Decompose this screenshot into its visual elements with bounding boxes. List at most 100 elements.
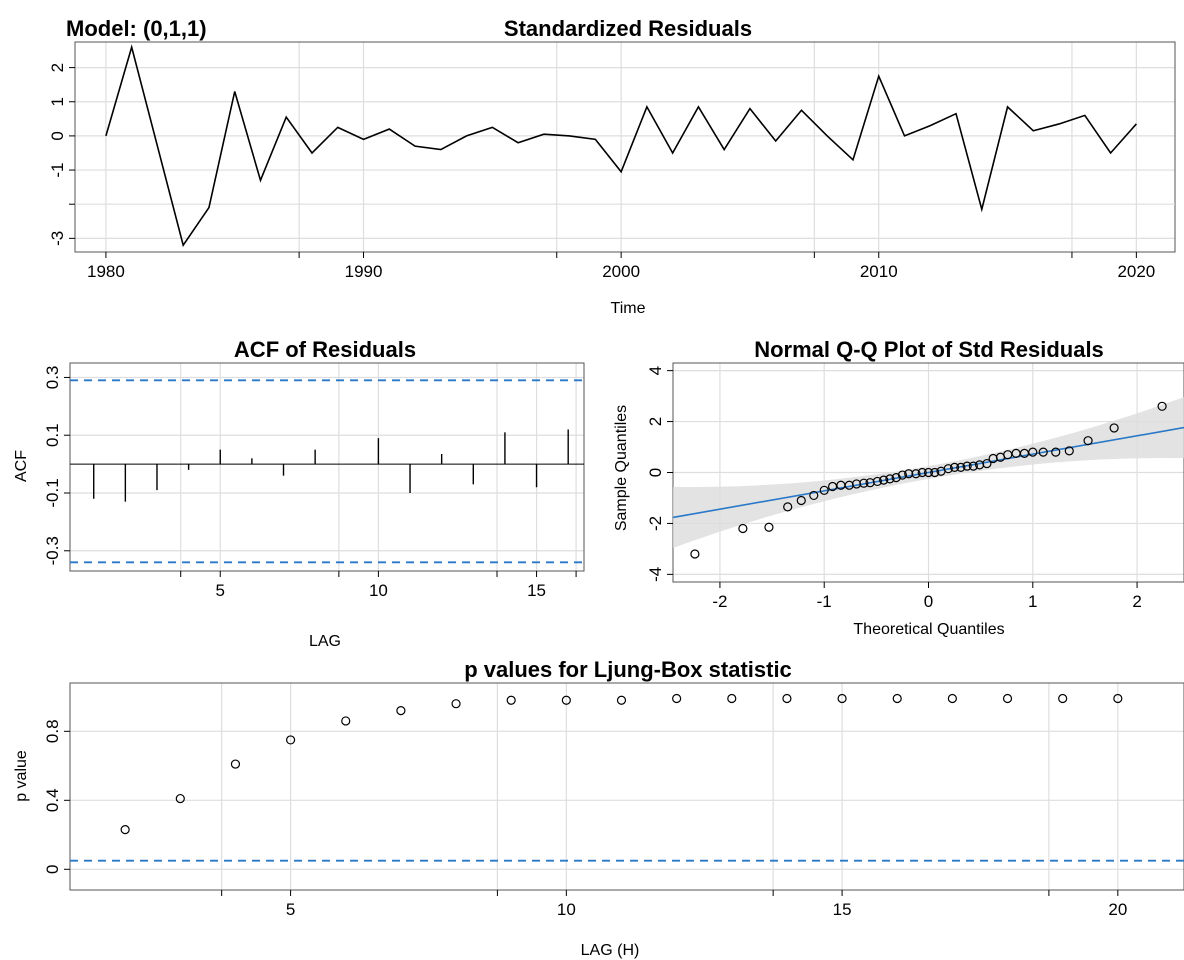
y-tick-label: -3 (48, 231, 67, 246)
ylabel-ljung-box: p value (13, 750, 30, 802)
p-value-point (837, 693, 847, 704)
qq-point (962, 461, 972, 471)
y-tick-label: 2 (646, 417, 665, 426)
ylabel-qq: Sample Quantiles (613, 405, 630, 531)
qq-reference-line (672, 426, 1184, 519)
p-value-point (1002, 693, 1013, 704)
qq-point (809, 490, 819, 501)
x-tick-label: -2 (712, 592, 727, 611)
y-tick-label: 2 (48, 63, 67, 72)
p-value-point (892, 693, 902, 704)
ylabel-acf: ACF (13, 450, 30, 482)
x-tick-label: 2000 (602, 262, 640, 281)
qq-point (859, 478, 869, 488)
qq-point (1051, 447, 1061, 457)
qq-point (949, 462, 960, 473)
y-tick-label: 0.8 (43, 719, 62, 743)
y-tick-label: -0.1 (43, 478, 62, 507)
plot-frame (69, 682, 1184, 891)
qq-point (1109, 423, 1119, 433)
x-tick-label: 1 (1028, 592, 1037, 611)
x-tick-label: 2020 (1117, 262, 1155, 281)
qq-point (819, 485, 829, 495)
y-tick-label: 0.4 (43, 788, 62, 812)
qq-point (923, 467, 934, 478)
qq-point (851, 479, 862, 489)
y-tick-label: 0.3 (43, 366, 62, 390)
xlabel-residuals: Time (611, 300, 646, 317)
p-value-point (782, 693, 792, 704)
qq-point (1157, 401, 1167, 411)
p-value-point (616, 695, 627, 705)
p-value-point (396, 705, 406, 716)
p-value-point (1113, 693, 1123, 704)
p-value-point (727, 693, 737, 704)
qq-point (911, 469, 921, 479)
p-value-point (947, 693, 957, 704)
qq-point (930, 467, 940, 478)
qq-point (872, 476, 883, 487)
model-label: Model: (0,1,1) (66, 16, 207, 41)
y-tick-label: -0.3 (43, 536, 62, 565)
p-value-point (230, 759, 241, 769)
title-ljung-box: p values for Ljung-Box statistic (464, 657, 792, 682)
qq-point (891, 472, 901, 483)
x-tick-label: 20 (1108, 900, 1127, 919)
x-tick-label: 0 (924, 592, 933, 611)
plot-frame (74, 41, 1176, 253)
qq-point (943, 464, 953, 474)
y-tick-label: 0.1 (43, 423, 62, 447)
y-tick-label: 1 (48, 97, 67, 106)
x-tick-label: 5 (286, 900, 295, 919)
qq-point (982, 458, 992, 469)
y-tick-label: 0 (43, 865, 62, 874)
p-value-point (285, 735, 296, 745)
xlabel-qq: Theoretical Quantiles (853, 621, 1004, 638)
qq-point (885, 474, 895, 484)
x-tick-label: 1990 (345, 262, 383, 281)
qq-point (1028, 447, 1038, 457)
x-tick-label: 2010 (860, 262, 898, 281)
p-value-point (451, 699, 461, 709)
p-value-point (120, 825, 130, 835)
p-value-point (506, 695, 516, 705)
qq-point (1038, 447, 1048, 457)
plot-frame (69, 362, 585, 572)
qq-point (917, 467, 927, 478)
x-tick-label: 15 (527, 581, 546, 600)
qq-point (690, 549, 700, 559)
y-tick-label: -1 (48, 162, 67, 177)
qq-point (956, 462, 966, 473)
x-tick-label: 5 (216, 581, 225, 600)
qq-point (738, 523, 748, 534)
p-value-point (672, 693, 682, 704)
p-value-point (1058, 693, 1068, 704)
qq-point (796, 495, 806, 506)
panel-acf: ACF of Residuals LAG ACF 5 10 15 -0.3 -0.1 0.… (13, 337, 585, 650)
x-tick-label: -1 (817, 592, 832, 611)
y-tick-label: 4 (646, 366, 665, 375)
x-tick-label: 10 (369, 581, 388, 600)
qq-point (783, 502, 793, 512)
residual-series-line (105, 44, 1137, 248)
y-tick-label: 0 (646, 468, 665, 477)
qq-point (764, 522, 774, 532)
title-acf: ACF of Residuals (234, 337, 416, 362)
x-tick-label: 15 (833, 900, 852, 919)
qq-point (1064, 446, 1074, 456)
x-tick-label: 1980 (87, 262, 125, 281)
qq-point (1083, 436, 1093, 446)
panel-qq: Normal Q-Q Plot of Std Residuals Theoret… (613, 337, 1184, 638)
y-tick-label: -2 (646, 516, 665, 531)
title-residuals: Standardized Residuals (504, 16, 752, 41)
x-tick-label: 10 (557, 900, 576, 919)
qq-point (879, 475, 889, 485)
xlabel-acf: LAG (309, 633, 341, 650)
xlabel-ljung-box: LAG (H) (581, 942, 640, 959)
p-value-point (561, 695, 571, 705)
qq-point (968, 461, 978, 471)
title-qq: Normal Q-Q Plot of Std Residuals (754, 337, 1104, 362)
panel-standardized-residuals: Standardized Residuals Time 1980 1990 2000… (48, 16, 1176, 317)
y-tick-label: 0 (48, 131, 67, 140)
